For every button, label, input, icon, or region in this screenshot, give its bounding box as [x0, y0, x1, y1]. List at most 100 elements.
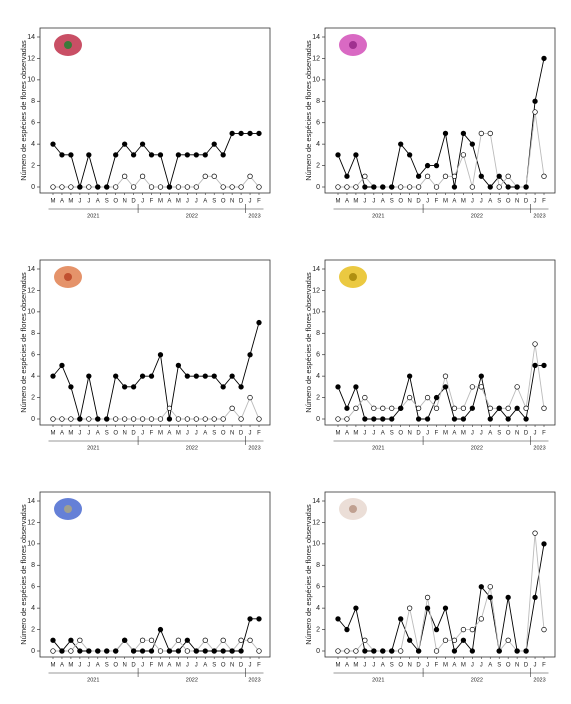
point: [256, 184, 262, 190]
x-tick-label: D: [524, 431, 529, 437]
point: [113, 184, 119, 190]
year-label: 2022: [471, 677, 483, 683]
x-tick-label: D: [416, 199, 421, 205]
x-tick-label: J: [249, 199, 252, 205]
point: [478, 616, 484, 622]
x-tick-label: F: [257, 431, 261, 437]
x-tick-label: S: [390, 431, 394, 437]
point: [86, 373, 92, 379]
flower-icon: [349, 41, 357, 49]
y-tick-label: 14: [312, 34, 320, 41]
x-tick-label: M: [353, 431, 358, 437]
x-tick-label: O: [398, 199, 403, 205]
point: [469, 141, 475, 147]
point: [335, 416, 341, 422]
point: [77, 637, 83, 643]
point: [148, 373, 155, 379]
point: [380, 405, 386, 411]
point: [68, 637, 74, 643]
point: [68, 384, 74, 390]
x-tick-label: J: [141, 663, 144, 669]
point: [335, 384, 341, 390]
year-label: 2022: [186, 677, 198, 683]
x-tick-label: D: [131, 431, 136, 437]
point: [139, 637, 146, 643]
x-tick-label: F: [257, 199, 261, 205]
x-tick-label: O: [113, 431, 118, 437]
x-tick-label: A: [381, 431, 385, 437]
point: [139, 173, 146, 179]
point: [59, 648, 65, 654]
point: [130, 416, 137, 422]
point: [139, 373, 146, 379]
x-tick-label: M: [336, 199, 341, 205]
point: [175, 184, 182, 190]
y-tick-label: 14: [312, 498, 320, 505]
y-tick-label: 4: [31, 605, 35, 612]
y-tick-label: 2: [316, 162, 320, 169]
point: [148, 637, 155, 643]
y-tick-label: 0: [31, 184, 35, 191]
x-tick-label: S: [497, 663, 501, 669]
point: [104, 416, 110, 422]
point: [514, 184, 520, 190]
flower-icon: [64, 505, 72, 513]
y-tick-label: 2: [316, 626, 320, 633]
point: [157, 648, 164, 654]
point: [487, 130, 493, 137]
point: [433, 394, 440, 401]
y-tick-label: 14: [27, 498, 35, 505]
x-tick-label: M: [68, 431, 73, 437]
x-tick-label: J: [426, 199, 429, 205]
point: [211, 373, 217, 379]
x-tick-label: M: [353, 199, 358, 205]
x-tick-label: D: [239, 663, 244, 669]
point: [415, 184, 422, 190]
x-tick-label: J: [534, 199, 537, 205]
x-tick-label: M: [461, 663, 466, 669]
point: [211, 416, 217, 422]
x-tick-label: F: [542, 431, 546, 437]
y-tick-label: 6: [316, 120, 320, 127]
point: [496, 184, 502, 190]
plot-frame: [39, 259, 271, 426]
x-tick-label: D: [131, 663, 136, 669]
x-tick-label: F: [435, 431, 439, 437]
point: [229, 184, 235, 190]
point: [371, 416, 377, 422]
point: [157, 626, 164, 633]
point: [193, 184, 199, 190]
y-axis-label: Número de espécies de flores observadas: [304, 504, 313, 645]
point: [505, 637, 511, 643]
point: [353, 605, 359, 611]
point: [77, 648, 83, 654]
flower-icon: [64, 41, 72, 49]
point: [460, 405, 467, 411]
point: [460, 637, 467, 643]
point: [184, 152, 190, 158]
point: [86, 648, 92, 654]
point: [532, 594, 538, 601]
point: [139, 416, 146, 422]
y-axis-label: Número de espécies de flores observadas: [19, 272, 28, 413]
y-tick-label: 14: [27, 34, 35, 41]
x-tick-label: J: [471, 199, 474, 205]
x-tick-label: M: [158, 199, 163, 205]
x-tick-label: A: [381, 199, 385, 205]
point: [247, 173, 253, 179]
x-tick-label: M: [51, 199, 56, 205]
year-label: 2022: [471, 213, 483, 219]
point: [424, 173, 431, 179]
year-label: 2023: [248, 677, 260, 683]
point: [478, 584, 484, 590]
point: [389, 184, 395, 190]
point: [335, 648, 341, 654]
y-tick-label: 2: [31, 162, 35, 169]
point: [86, 184, 92, 190]
y-tick-label: 10: [27, 77, 35, 84]
point: [86, 152, 92, 158]
x-tick-label: O: [506, 663, 511, 669]
point: [211, 141, 217, 147]
point: [523, 184, 529, 190]
